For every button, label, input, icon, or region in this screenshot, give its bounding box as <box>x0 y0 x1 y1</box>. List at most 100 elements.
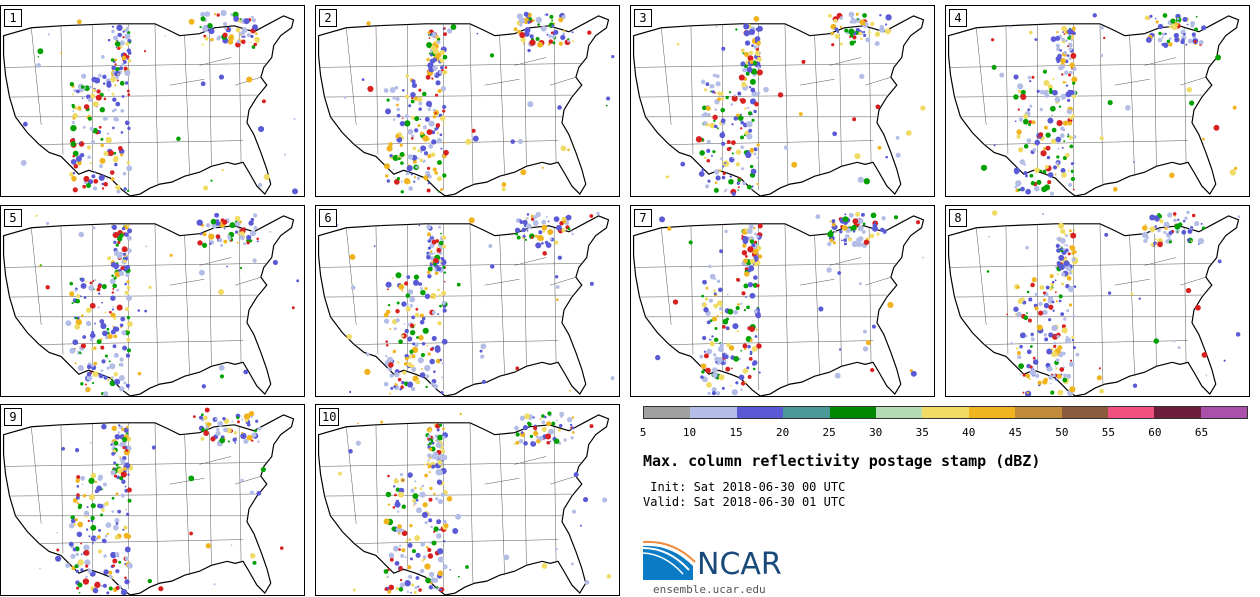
reflectivity-echo <box>231 420 234 423</box>
reflectivity-echo <box>113 318 116 321</box>
reflectivity-echo <box>1143 238 1148 244</box>
reflectivity-echo <box>207 23 213 29</box>
reflectivity-echo <box>210 218 217 225</box>
reflectivity-echo <box>399 578 403 582</box>
reflectivity-echo <box>1063 33 1066 35</box>
reflectivity-echo <box>125 353 131 358</box>
reflectivity-echo <box>1072 81 1076 85</box>
reflectivity-echo <box>830 23 837 30</box>
state-border <box>346 227 357 325</box>
reflectivity-echo <box>437 548 444 555</box>
reflectivity-echo <box>406 590 410 594</box>
stamp-panel-2: 2 <box>315 5 620 197</box>
reflectivity-echo <box>1070 169 1074 173</box>
reflectivity-echo <box>78 591 81 594</box>
reflectivity-echo <box>74 564 79 569</box>
reflectivity-echo <box>395 309 400 314</box>
reflectivity-echo <box>373 245 376 248</box>
state-border <box>31 426 42 524</box>
reflectivity-echo <box>122 446 126 450</box>
reflectivity-echo <box>111 452 115 456</box>
reflectivity-echo <box>55 555 62 562</box>
reflectivity-echo <box>419 491 426 498</box>
reflectivity-echo <box>719 249 723 254</box>
reflectivity-echo <box>440 147 443 150</box>
reflectivity-echo <box>556 298 559 301</box>
state-border <box>661 227 672 325</box>
reflectivity-echo <box>1034 167 1041 174</box>
reflectivity-echo <box>1186 86 1193 93</box>
reflectivity-echo <box>117 73 120 76</box>
colorbar-swatch <box>829 407 876 418</box>
reflectivity-echo <box>876 232 880 236</box>
reflectivity-echo <box>201 43 204 46</box>
reflectivity-echo <box>1168 230 1173 235</box>
reflectivity-echo <box>103 554 107 558</box>
reflectivity-echo <box>428 471 431 474</box>
colorbar-swatch <box>1107 407 1155 418</box>
reflectivity-echo <box>1103 36 1106 40</box>
reflectivity-echo <box>737 189 739 191</box>
reflectivity-echo <box>232 36 235 39</box>
reflectivity-echo <box>81 73 87 79</box>
reflectivity-echo <box>1055 300 1058 303</box>
reflectivity-echo <box>110 58 115 62</box>
reflectivity-echo <box>527 422 532 427</box>
reflectivity-echo <box>88 535 91 538</box>
reflectivity-echo <box>121 95 125 98</box>
reflectivity-echo <box>414 586 418 590</box>
reflectivity-echo <box>879 26 885 33</box>
reflectivity-echo <box>117 146 123 151</box>
reflectivity-echo <box>74 362 77 365</box>
reflectivity-echo <box>834 230 837 234</box>
reflectivity-echo <box>752 367 756 371</box>
reflectivity-echo <box>441 300 447 306</box>
reflectivity-echo <box>126 248 132 254</box>
reflectivity-echo <box>418 224 421 227</box>
reflectivity-echo <box>215 234 221 240</box>
state-border <box>31 27 42 125</box>
reflectivity-echo <box>1057 147 1060 150</box>
reflectivity-echo <box>756 156 760 160</box>
reflectivity-echo <box>78 141 81 144</box>
reflectivity-echo <box>1060 312 1065 317</box>
reflectivity-echo <box>535 435 539 439</box>
reflectivity-echo <box>439 304 442 308</box>
reflectivity-echo <box>199 25 202 29</box>
reflectivity-echo <box>1043 302 1050 309</box>
reflectivity-echo <box>1149 230 1152 233</box>
reflectivity-echo <box>501 187 506 192</box>
reflectivity-echo <box>559 220 564 226</box>
reflectivity-echo <box>427 31 431 35</box>
reflectivity-echo <box>116 189 121 194</box>
reflectivity-echo <box>120 109 125 113</box>
reflectivity-echo <box>80 553 83 556</box>
reflectivity-echo <box>444 523 449 528</box>
reflectivity-echo <box>126 189 130 193</box>
reflectivity-echo <box>279 546 284 550</box>
reflectivity-echo <box>428 120 435 127</box>
reflectivity-echo <box>235 220 238 223</box>
reflectivity-echo <box>352 588 356 592</box>
reflectivity-echo <box>472 135 479 142</box>
reflectivity-echo <box>746 366 750 370</box>
reflectivity-echo <box>554 547 558 551</box>
reflectivity-echo <box>855 12 859 16</box>
reflectivity-echo <box>418 335 424 341</box>
reflectivity-echo <box>90 93 96 99</box>
reflectivity-echo <box>114 326 120 332</box>
reflectivity-echo <box>571 428 573 431</box>
reflectivity-echo <box>109 278 116 285</box>
reflectivity-echo <box>749 292 756 299</box>
reflectivity-echo <box>439 115 446 121</box>
reflectivity-echo <box>1030 282 1035 288</box>
reflectivity-echo <box>85 320 92 327</box>
reflectivity-echo <box>120 266 125 271</box>
reflectivity-echo <box>1038 301 1043 307</box>
reflectivity-echo <box>745 296 747 299</box>
reflectivity-echo <box>427 453 432 458</box>
reflectivity-echo <box>397 491 404 498</box>
reflectivity-echo <box>747 55 754 62</box>
reflectivity-echo <box>115 243 119 247</box>
reflectivity-echo <box>713 119 716 123</box>
